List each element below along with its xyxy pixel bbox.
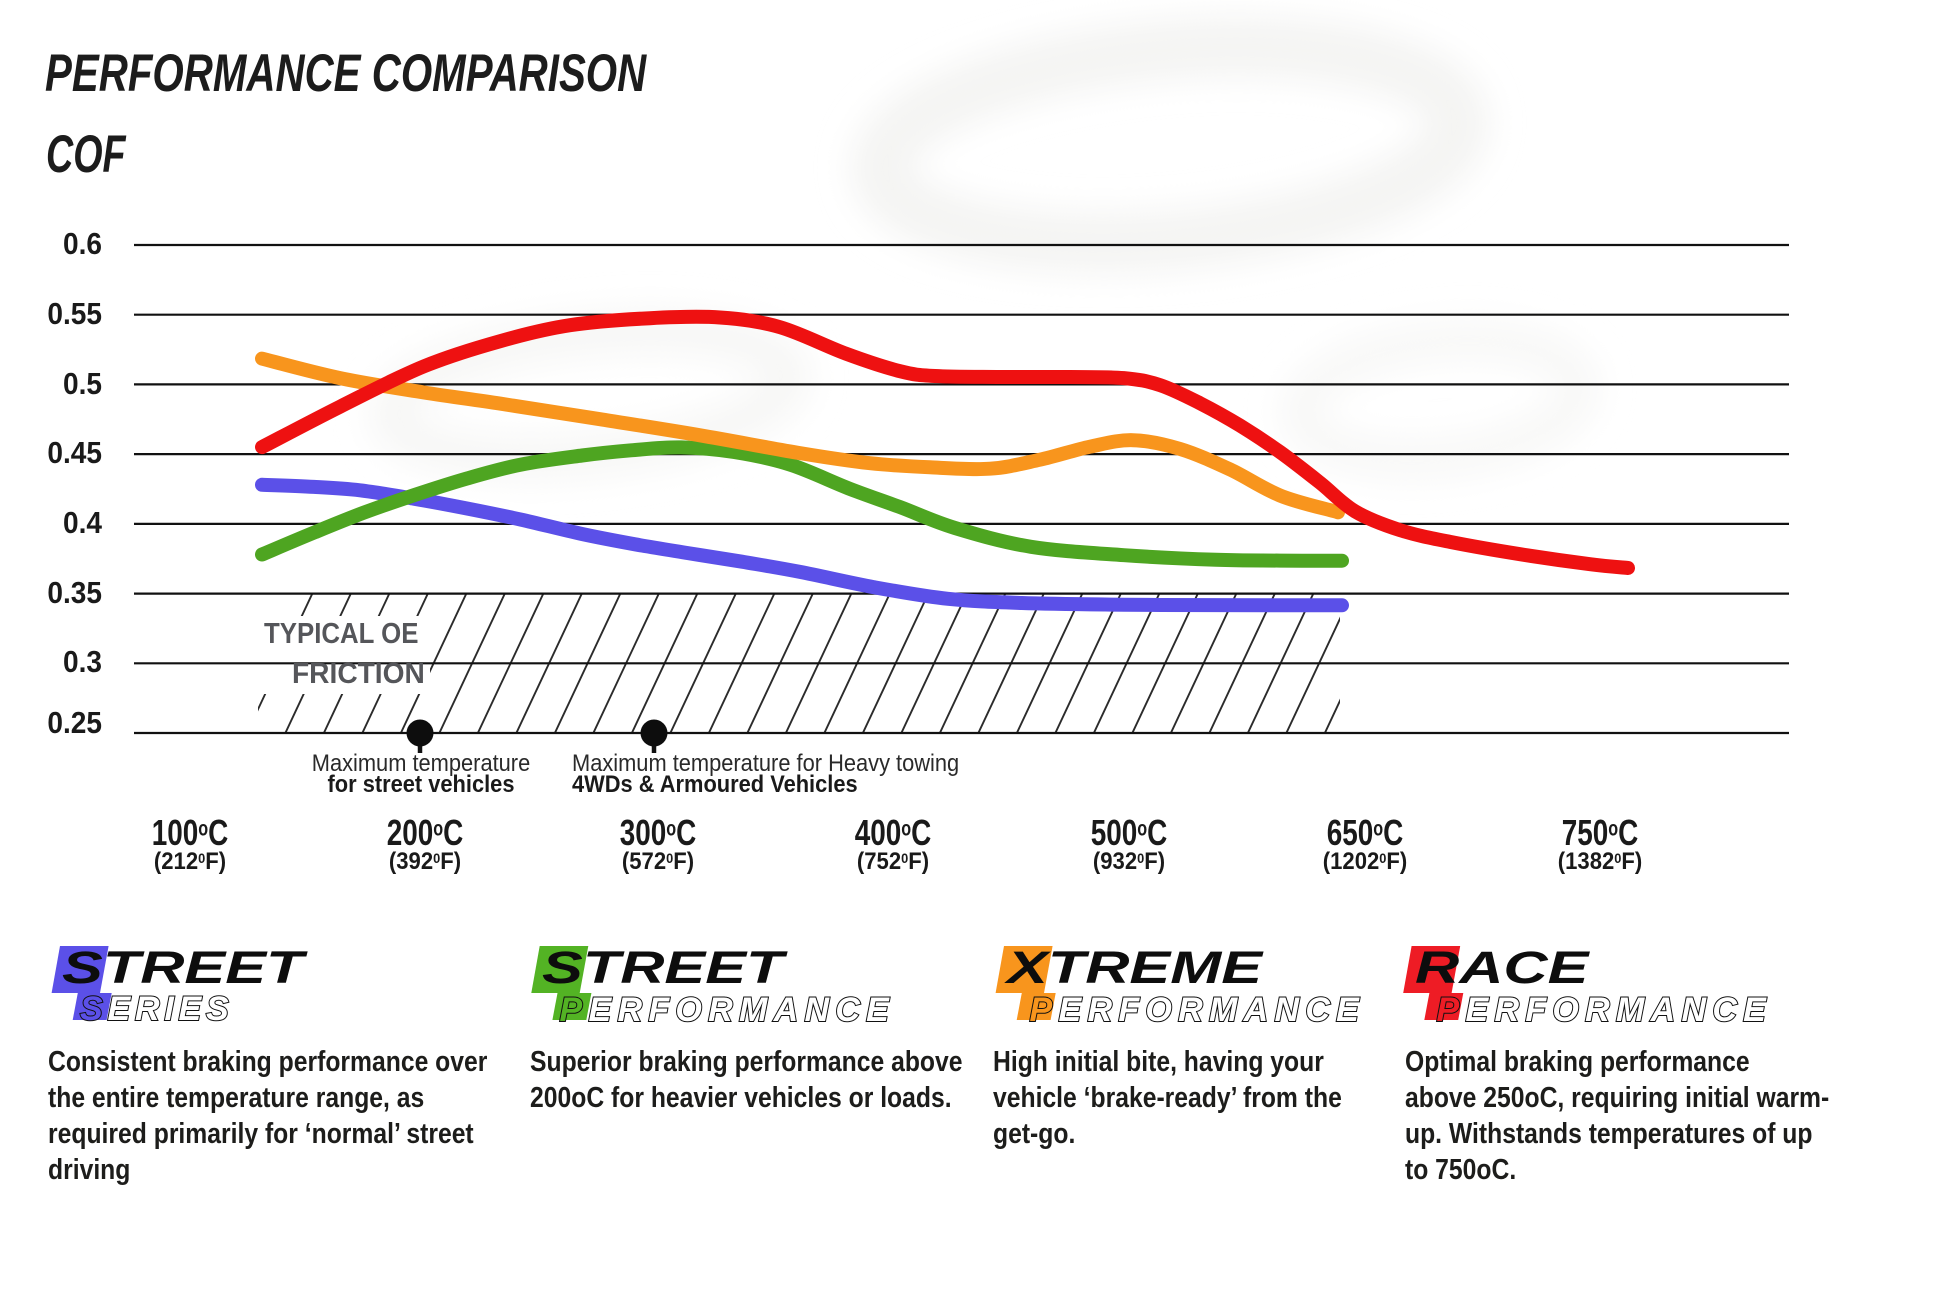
svg-text:PERFORMANCE: PERFORMANCE <box>1030 991 1366 1029</box>
svg-text:PERFORMANCE: PERFORMANCE <box>560 991 896 1029</box>
svg-text:SERIES: SERIES <box>80 990 234 1028</box>
svg-text:PERFORMANCE: PERFORMANCE <box>1437 991 1773 1029</box>
